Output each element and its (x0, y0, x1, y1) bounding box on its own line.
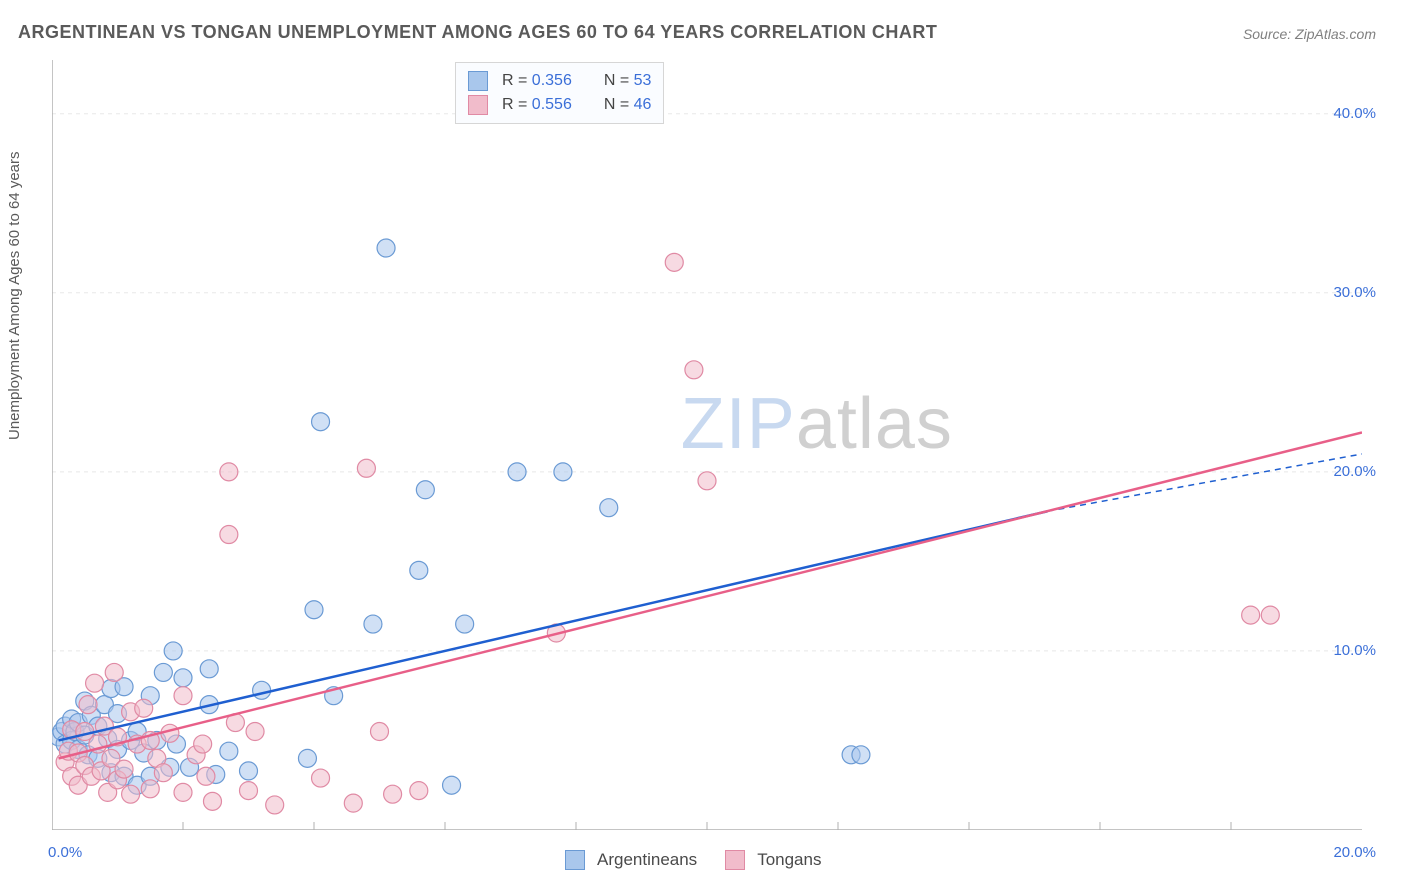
legend-n-label: N = 53 (604, 72, 652, 90)
y-tick-label: 10.0% (1333, 642, 1376, 659)
legend-series-name: Tongans (757, 850, 821, 870)
x-tick-label: 0.0% (48, 844, 82, 861)
legend-n-label: N = 46 (604, 96, 652, 114)
legend-r-label: R = 0.356 (502, 72, 572, 90)
series-legend: Argentineans Tongans (565, 850, 821, 870)
y-axis-label: Unemployment Among Ages 60 to 64 years (6, 151, 23, 440)
legend-stat-row: R = 0.356 N = 53 (468, 69, 651, 93)
legend-series-item: Argentineans (565, 850, 697, 870)
legend-swatch (725, 850, 745, 870)
legend-r-label: R = 0.556 (502, 96, 572, 114)
legend-swatch (468, 95, 488, 115)
y-tick-label: 40.0% (1333, 105, 1376, 122)
correlation-legend: R = 0.356 N = 53 R = 0.556 N = 46 (455, 62, 664, 124)
y-tick-label: 20.0% (1333, 463, 1376, 480)
chart-title: ARGENTINEAN VS TONGAN UNEMPLOYMENT AMONG… (18, 22, 937, 43)
legend-stat-row: R = 0.556 N = 46 (468, 93, 651, 117)
legend-series-name: Argentineans (597, 850, 697, 870)
legend-series-item: Tongans (725, 850, 821, 870)
y-tick-label: 30.0% (1333, 284, 1376, 301)
source-attribution: Source: ZipAtlas.com (1243, 26, 1376, 42)
correlation-scatter-chart (52, 60, 1362, 830)
x-tick-label: 20.0% (1333, 844, 1376, 861)
legend-swatch (565, 850, 585, 870)
legend-swatch (468, 71, 488, 91)
